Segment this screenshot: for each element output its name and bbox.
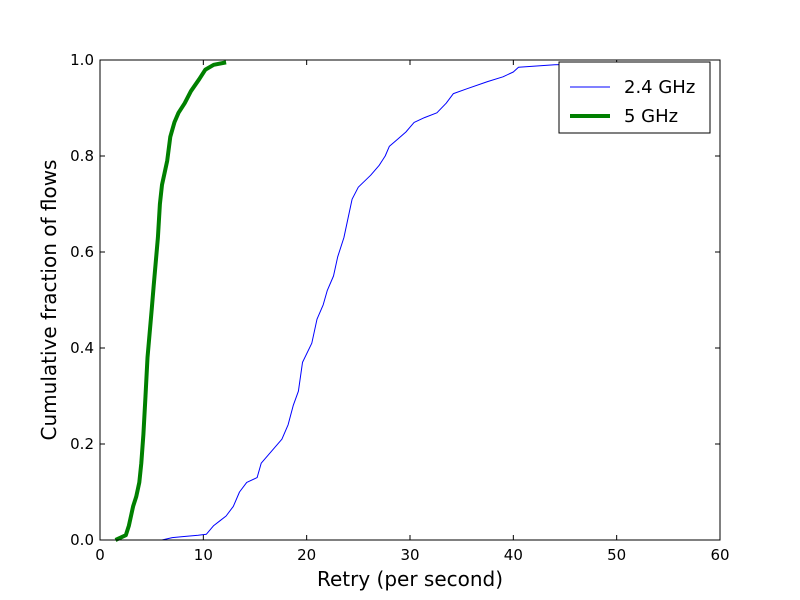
x-tick-label: 40	[504, 546, 523, 564]
ticks-layer: 0 10 20 30 40 50 60 0.0 0.2 0.4 0.6 0.8 1.0	[70, 51, 729, 564]
y-tick-label: 0.6	[70, 243, 94, 261]
y-tick-label: 1.0	[70, 51, 94, 69]
y-axis-label: Cumulative fraction of flows	[37, 160, 61, 441]
y-tick-label: 0.2	[70, 435, 94, 453]
series-line-5-ghz	[114, 60, 227, 542]
series-layer	[114, 60, 664, 542]
y-tick-label: 0.0	[70, 531, 94, 549]
x-tick-label: 30	[400, 546, 419, 564]
series-line-2-4-ghz	[161, 61, 664, 541]
y-tick-label: 0.4	[70, 339, 94, 357]
x-tick-label: 60	[710, 546, 729, 564]
x-tick-label: 50	[607, 546, 626, 564]
legend-box	[558, 61, 711, 134]
y-tick-label: 0.8	[70, 147, 94, 165]
x-tick-label: 0	[95, 546, 105, 564]
legend: 2.4 GHz 5 GHz	[558, 61, 711, 134]
x-axis-label: Retry (per second)	[317, 567, 503, 591]
x-tick-label: 20	[297, 546, 316, 564]
x-tick-label: 10	[194, 546, 213, 564]
legend-label-2-4-ghz: 2.4 GHz	[624, 77, 695, 98]
legend-label-5-ghz: 5 GHz	[624, 106, 678, 127]
